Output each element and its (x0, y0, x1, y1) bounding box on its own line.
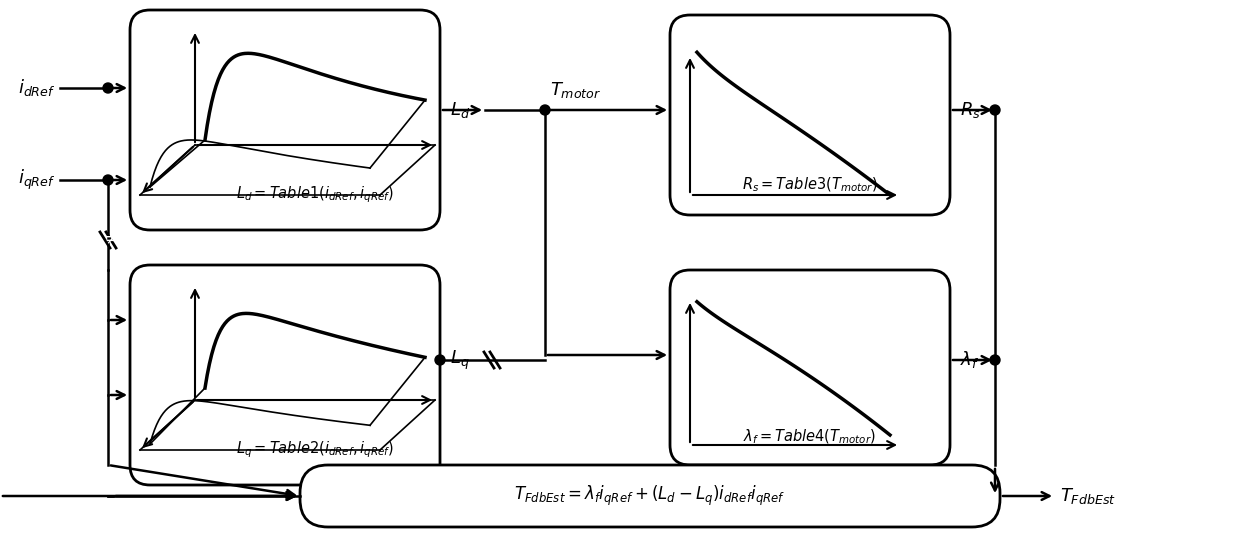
Text: $i_{dRef}$: $i_{dRef}$ (19, 77, 56, 98)
Circle shape (103, 175, 113, 185)
Circle shape (990, 105, 1000, 115)
Text: $L_q = Table2(i_{dRef}, i_{qRef})$: $L_q = Table2(i_{dRef}, i_{qRef})$ (235, 440, 394, 460)
Text: $L_d = Table1(i_{dRef}, i_{qRef})$: $L_d = Table1(i_{dRef}, i_{qRef})$ (235, 184, 394, 205)
Circle shape (540, 105, 550, 115)
Text: $T_{FdbEst}$: $T_{FdbEst}$ (1061, 486, 1116, 506)
FancyBboxPatch shape (130, 10, 440, 230)
Circle shape (990, 355, 1000, 365)
FancyBboxPatch shape (300, 465, 1000, 527)
Circle shape (103, 83, 113, 93)
Text: $\lambda_f = Table4(T_{motor})$: $\lambda_f = Table4(T_{motor})$ (743, 428, 876, 446)
Circle shape (435, 355, 445, 365)
FancyBboxPatch shape (670, 15, 950, 215)
Text: $\neq$: $\neq$ (102, 232, 119, 248)
Text: $T_{FdbEst} = \lambda_f i_{qRef} + (L_d - L_q) i_{dRef} i_{qRef}$: $T_{FdbEst} = \lambda_f i_{qRef} + (L_d … (514, 484, 786, 508)
FancyBboxPatch shape (130, 265, 440, 485)
Text: $\lambda_f$: $\lambda_f$ (960, 349, 980, 371)
Text: $i_{qRef}$: $i_{qRef}$ (19, 168, 56, 192)
FancyBboxPatch shape (670, 270, 950, 465)
Text: $L_d$: $L_d$ (450, 100, 470, 120)
Text: $R_s$: $R_s$ (960, 100, 981, 120)
Text: $L_q$: $L_q$ (450, 348, 470, 372)
Text: $R_s = Table3(T_{motor})$: $R_s = Table3(T_{motor})$ (742, 176, 877, 194)
Text: $T_{motor}$: $T_{motor}$ (550, 80, 601, 100)
